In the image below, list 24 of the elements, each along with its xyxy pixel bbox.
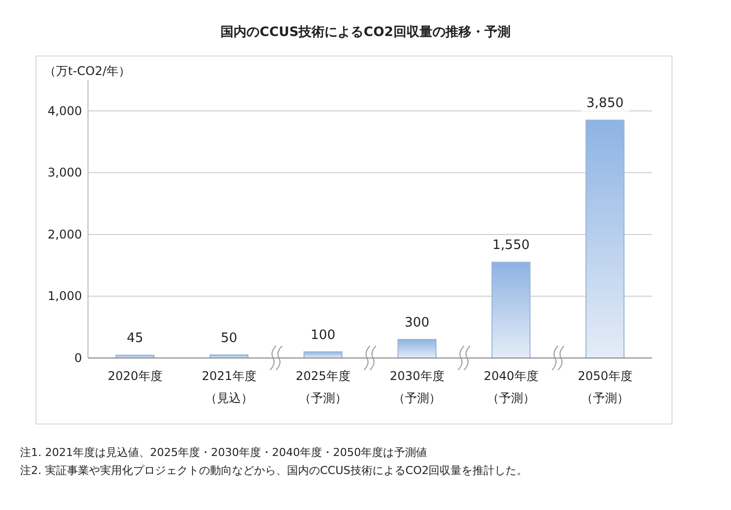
x-tick-label: 2040年度（予測）: [484, 369, 538, 405]
y-tick-label: 0: [74, 351, 82, 365]
y-tick-label: 3,000: [48, 166, 82, 180]
data-label: 50: [220, 330, 238, 346]
y-tick-label: 2,000: [48, 227, 82, 242]
text: 注2. 実証事業や実用化プロジェクトの動向などから、国内のCCUS技術によるCO2回収量を推計した。: [20, 464, 528, 477]
data-label: 3,850: [586, 96, 624, 112]
data-label: 1,550: [492, 238, 530, 254]
bar: [398, 338, 436, 358]
data-label: 45: [126, 331, 144, 346]
x-tick-label: 2020年度: [108, 369, 162, 383]
data-label: 100: [310, 328, 336, 343]
x-tick-label: 2021年度（見込）: [202, 369, 256, 405]
y-tick-label: 1,000: [48, 289, 82, 304]
y-tick-label: 4,000: [48, 104, 82, 118]
y-axis-title: （万t-CO2/年）: [44, 64, 131, 78]
chart-title: 国内のCCUS技術によるCO2回収量の推移・予測: [220, 25, 510, 40]
x-tick-label: 2025年度（予測）: [296, 369, 350, 405]
bar: [586, 120, 624, 358]
x-tick-label: 2050年度（予測）: [578, 369, 632, 405]
bar: [492, 262, 530, 358]
x-tick-label: 2030年度（予測）: [390, 369, 444, 405]
text: 注1. 2021年度は見込値、2025年度・2030年度・2040年度・2050年度は予測値: [20, 446, 427, 459]
data-label: 300: [404, 315, 430, 330]
